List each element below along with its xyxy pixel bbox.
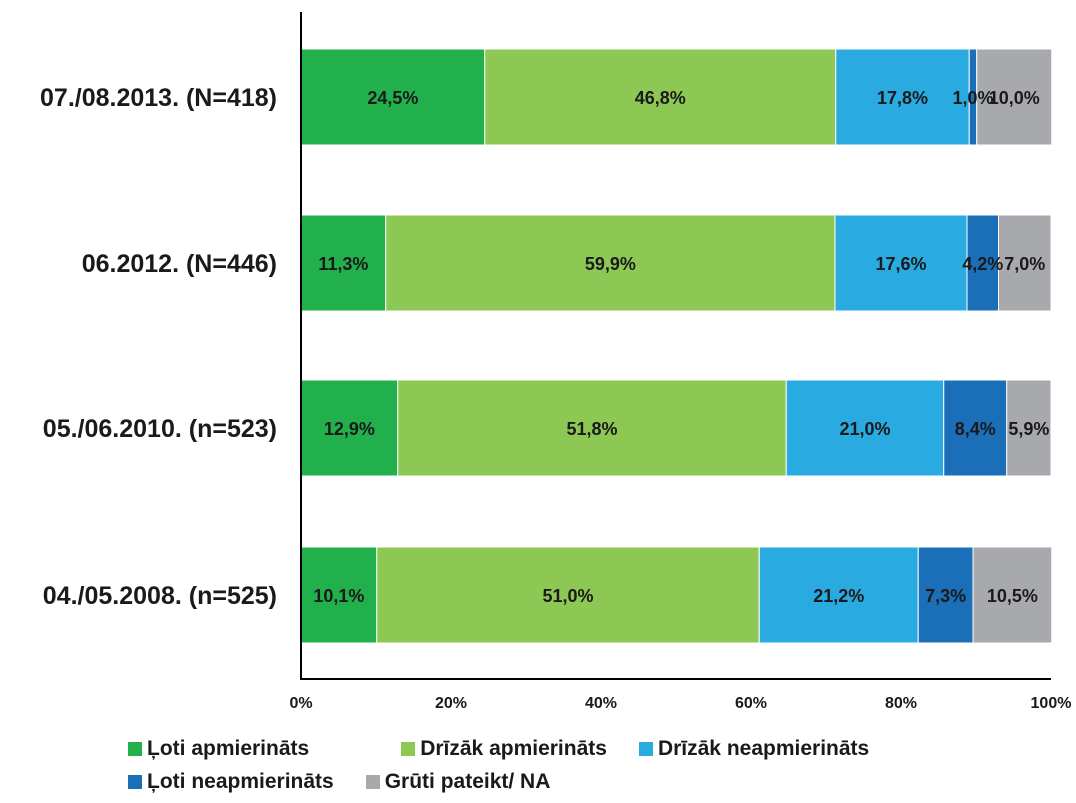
legend-swatch [401,741,416,756]
bar-segment [976,48,1053,146]
bar-segment [385,214,836,312]
bar-segment [300,214,387,312]
data-label: 7,0% [1004,254,1045,274]
legend-row-1: Ļoti apmierināts Drīzāk apmierināts Drīz… [128,732,1028,765]
category-label: 04./05.2008. (n=525) [43,582,277,610]
legend-swatch [365,774,380,789]
legend-item-loti-apmierinats: Ļoti apmierināts [128,737,309,761]
legend-item-drizak-apmierinats: Drīzāk apmierināts [401,737,607,761]
bar-segment [972,546,1053,644]
x-tick-label: 0% [289,695,312,712]
legend-label: Drīzāk neapmierināts [657,736,870,760]
bar-segment [300,48,486,146]
bar-segment [966,214,999,312]
data-label: 51,8% [566,419,617,439]
legend-row-2: Ļoti neapmierināts Grūti pateikt/ NA [128,765,1028,798]
legend-item-drizak-neapmierinats: Drīzāk neapmierināts [638,736,870,761]
legend-label: Grūti pateikt/ NA [384,769,551,793]
data-label: 46,8% [635,88,686,108]
data-label: 1,0% [952,88,993,108]
x-tick-label: 20% [435,695,467,712]
data-label: 10,1% [313,586,364,606]
bar-segment [397,379,787,477]
bar-segment [834,214,968,312]
bar-segment [917,546,974,644]
data-labels-group: 24,5% 46,8% 17,8% 1,0%10,0% 11,3% 59,9% 17,6% 4… [313,88,1049,606]
category-label: 07./08.2013. (N=418) [40,84,277,112]
legend-swatch [128,741,142,756]
legend-item-gruti-pateikt: Grūti pateikt/ NA [365,769,551,794]
x-tick-label: 40% [585,695,617,712]
bar-segment [1006,379,1052,477]
legend-swatch [638,741,653,756]
data-label: 8,4% [955,419,996,439]
data-label: 12,9% [324,419,375,439]
data-label: 51,0% [542,586,593,606]
legend: Ļoti apmierināts Drīzāk apmierināts Drīz… [128,732,1028,798]
category-label: 06.2012. (N=446) [82,250,277,278]
data-label: 17,6% [875,254,926,274]
x-tick-label: 60% [735,695,767,712]
data-label: 10,0% [989,88,1040,108]
stacked-bar-chart: 24,5% 46,8% 17,8% 1,0%10,0% 11,3% 59,9% 17,6% 4… [40,12,1071,712]
data-label: 24,5% [367,88,418,108]
data-label: 10,5% [987,586,1038,606]
bar-segment [835,48,970,146]
data-label: 5,9% [1008,419,1049,439]
bar-segment [998,214,1052,312]
legend-item-loti-neapmierinats: Ļoti neapmierināts [128,770,334,794]
bars-group [300,48,1053,644]
legend-label: Ļoti neapmierināts [147,769,334,793]
bar-segment [484,48,837,146]
data-label: 21,2% [813,586,864,606]
data-label: 17,8% [877,88,928,108]
category-labels-group: 07./08.2013. (N=418) 06.2012. (N=446) 05./… [40,84,277,610]
bar-segment [943,379,1008,477]
data-label: 21,0% [839,419,890,439]
bar-segment [300,379,399,477]
data-label: 4,2% [962,254,1003,274]
data-label: 59,9% [585,254,636,274]
x-tick-label: 80% [885,695,917,712]
x-tick-label: 100% [1031,695,1072,712]
data-label: 7,3% [925,586,966,606]
category-label: 05./06.2010. (n=523) [43,415,277,443]
legend-swatch [128,774,142,789]
data-label: 11,3% [318,254,368,274]
bar-segment [300,546,378,644]
legend-label: Ļoti apmierināts [147,736,310,760]
bar-segment [785,379,945,477]
x-tick-labels-group: 0% 20% 40% 60% 80% 100% [289,695,1071,712]
legend-label: Drīzāk apmierināts [420,736,607,760]
